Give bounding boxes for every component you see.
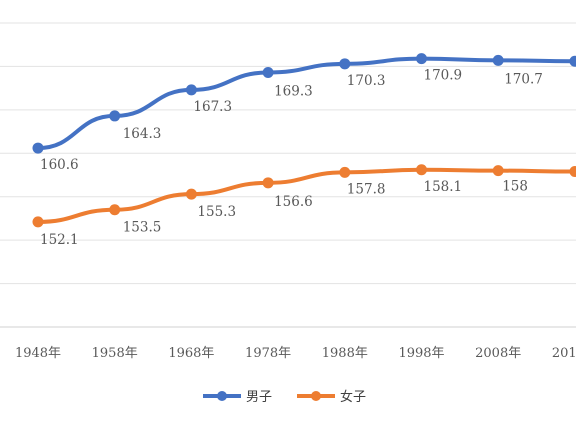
x-tick-label: 2018年 [552,346,576,361]
data-point [185,188,197,200]
data-label: 164.3 [123,126,162,142]
data-label: 160.6 [40,157,79,173]
data-point [416,53,427,65]
data-point [492,165,504,177]
data-point [569,55,576,67]
data-label: 153.5 [123,220,162,236]
data-point [185,84,197,96]
x-tick-label: 1968年 [168,346,214,361]
data-label: 169.3 [274,84,313,100]
data-point [262,67,274,79]
data-point [32,216,44,228]
data-point [569,166,576,178]
x-axis-ticks: 1948年 1958年 1968年 1978年 1988年 1998年 2008年 2018年 [15,346,576,361]
data-point [339,58,351,70]
x-tick-label: 1998年 [398,346,444,361]
data-label: 157.8 [347,181,386,197]
data-label: 158 [502,179,528,195]
data-point [262,177,274,189]
data-label: 170.9 [424,68,463,84]
legend: 男子 女子 [203,389,366,405]
x-tick-label: 2008年 [475,346,521,361]
data-label: 156.6 [274,194,313,210]
data-point [109,110,121,122]
legend-label: 女子 [340,389,366,405]
data-label: 170.7 [504,71,543,87]
x-tick-label: 1948年 [15,346,61,361]
series-line-1 [36,56,576,151]
x-tick-label: 1958年 [92,346,138,361]
series-lines [32,53,576,228]
x-tick-label: 1988年 [322,346,368,361]
legend-marker [217,391,227,401]
data-point [492,54,504,66]
data-label: 170.3 [347,73,386,89]
data-labels: 160.6164.3167.3169.3170.3170.9170.71152.… [40,68,543,248]
legend-label: 男子 [246,390,272,405]
data-label: 155.3 [197,204,236,220]
legend-item-1: 男子 [203,390,272,405]
data-point [416,164,427,176]
legend-item-2: 女子 [297,389,366,405]
data-point [109,204,121,216]
data-label: 167.3 [193,99,232,115]
data-label: 158.1 [424,179,463,195]
gridlines [0,22,576,328]
data-point [339,166,351,178]
legend-marker [311,391,321,401]
data-label: 152.1 [40,232,79,248]
data-point [32,142,44,154]
x-tick-label: 1978年 [245,346,291,361]
